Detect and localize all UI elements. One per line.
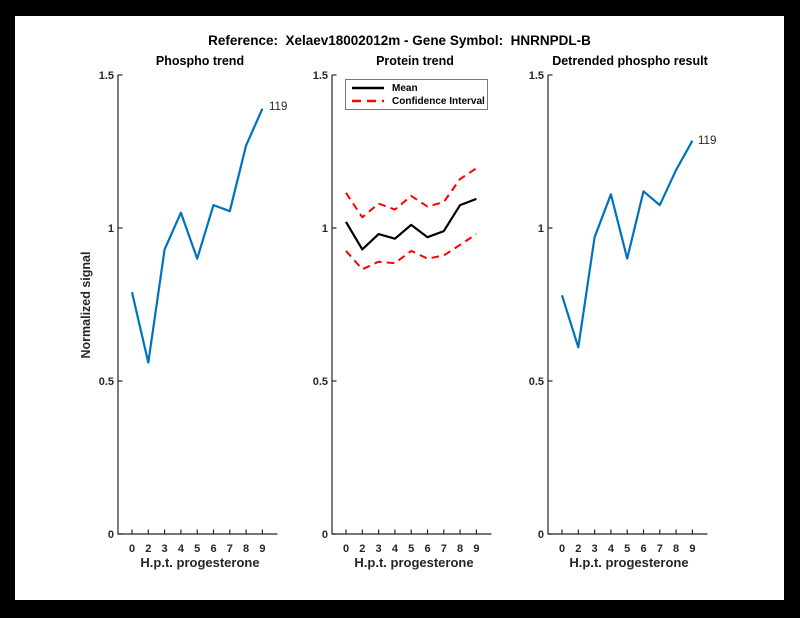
- x-tick-label: 6: [640, 543, 646, 555]
- legend-label-mean: Mean: [392, 82, 418, 94]
- protein-trend-plot: 00.511.50 2 3 4 5 6 7 8 9: [313, 70, 492, 555]
- x-tick-label: 5: [194, 543, 200, 555]
- axis-line: [331, 75, 492, 535]
- x-tick-label: 8: [243, 543, 249, 555]
- y-tick-label: 1.5: [313, 70, 328, 82]
- endpoint-label-phospho: 119: [269, 101, 288, 113]
- legend-entry-confidence-interval: Confidence Interval: [351, 94, 485, 108]
- x-tick-label: 5: [624, 543, 630, 555]
- x-axis-label-protein: H.p.t. progesterone: [354, 555, 474, 570]
- x-tick-label: 2: [575, 543, 581, 555]
- x-tick-label: 3: [592, 543, 598, 555]
- x-axis-label-detrended: H.p.t. progesterone: [569, 555, 689, 570]
- figure-title: Reference: Xelaev18002012m - Gene Symbol…: [208, 33, 591, 48]
- x-tick-label: 6: [424, 543, 430, 555]
- x-tick-label: 6: [210, 543, 216, 555]
- x-tick-label: 3: [376, 543, 382, 555]
- axis-line: [547, 75, 708, 535]
- x-tick-label: 0: [129, 543, 135, 555]
- y-tick-label: 1.5: [529, 70, 544, 82]
- y-tick-label: 0.5: [313, 376, 328, 388]
- phospho-trend-plot: 00.511.50 2 3 4 5 6 7 8 9: [99, 70, 278, 555]
- figure-canvas: Reference: Xelaev18002012m - Gene Symbol…: [15, 16, 784, 600]
- panel-title-detrended-phospho: Detrended phospho result: [552, 54, 708, 68]
- series-line-confidence-interval-upper: [345, 167, 477, 219]
- series-line-detrended-phospho-signal: [560, 140, 694, 349]
- x-tick-label: 8: [457, 543, 463, 555]
- series-line-phospho-signal: [130, 108, 264, 364]
- legend-line-confidence-interval-icon: [352, 99, 384, 103]
- y-tick-label: 1.5: [99, 70, 114, 82]
- legend-label-confidence-interval: Confidence Interval: [392, 95, 485, 107]
- x-tick-label: 7: [657, 543, 663, 555]
- x-tick-label: 9: [689, 543, 695, 555]
- legend-box: Mean Confidence Interval: [345, 79, 488, 110]
- y-axis-label: Normalized signal: [79, 251, 93, 359]
- x-tick-label: 3: [162, 543, 168, 555]
- y-tick-label: 1: [108, 223, 114, 235]
- x-tick-label: 4: [608, 543, 615, 555]
- x-tick-label: 0: [343, 543, 349, 555]
- y-tick-label: 0: [108, 529, 114, 541]
- legend-line-mean-icon: [352, 86, 384, 90]
- x-tick-label: 7: [441, 543, 447, 555]
- x-tick-label: 9: [473, 543, 479, 555]
- y-tick-label: 0.5: [99, 376, 114, 388]
- panel-title-protein-trend: Protein trend: [376, 54, 454, 68]
- x-tick-label: 2: [359, 543, 365, 555]
- axis-line: [117, 75, 278, 535]
- y-tick-label: 0.5: [529, 376, 544, 388]
- endpoint-label-detrended: 119: [698, 135, 717, 147]
- legend-entry-mean: Mean: [351, 81, 418, 95]
- x-axis-label-phospho: H.p.t. progesterone: [140, 555, 260, 570]
- x-tick-label: 4: [392, 543, 399, 555]
- x-tick-label: 4: [178, 543, 185, 555]
- y-tick-label: 0: [538, 529, 544, 541]
- y-tick-label: 0: [322, 529, 328, 541]
- y-tick-label: 1: [538, 223, 544, 235]
- x-tick-label: 7: [227, 543, 233, 555]
- x-tick-label: 8: [673, 543, 679, 555]
- detrended-phospho-plot: 00.511.50 2 3 4 5 6 7 8 9: [529, 70, 708, 555]
- x-tick-label: 0: [559, 543, 565, 555]
- x-tick-label: 5: [408, 543, 414, 555]
- x-tick-label: 9: [259, 543, 265, 555]
- y-tick-label: 1: [322, 223, 328, 235]
- panel-title-phospho-trend: Phospho trend: [155, 54, 245, 68]
- series-line-confidence-interval-lower: [345, 233, 477, 271]
- series-line-mean: [345, 197, 477, 251]
- x-tick-label: 2: [145, 543, 151, 555]
